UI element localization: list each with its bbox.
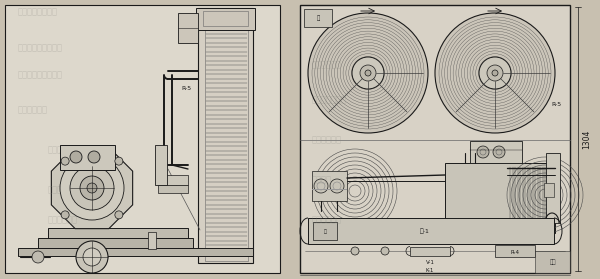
Text: K-1: K-1 [426,268,434,273]
Text: 北方中文制冷: 北方中文制冷 [48,186,78,194]
Bar [445,163,555,233]
Text: 北方冷凝器入户中文: 北方冷凝器入户中文 [18,71,63,80]
Bar [48,228,188,238]
Bar [178,13,198,43]
Bar [196,8,255,30]
Bar [18,248,253,256]
Circle shape [477,146,489,158]
Circle shape [314,179,328,193]
Polygon shape [52,147,133,229]
Bar [158,175,188,185]
Bar [203,11,248,26]
Text: 1304: 1304 [582,129,591,149]
Text: 控: 控 [323,229,326,234]
Text: 北方设备中文: 北方设备中文 [18,105,48,114]
Circle shape [32,251,44,263]
Text: 北方水冷制冷中文: 北方水冷制冷中文 [18,8,58,16]
Bar [38,238,193,248]
Text: R-5: R-5 [552,102,562,107]
Circle shape [83,248,101,266]
Bar [470,141,522,163]
Bar [60,145,115,170]
Text: 北方散热量入户中文: 北方散热量入户中文 [18,44,63,52]
Bar [5,5,280,273]
Text: 蝴蝶: 蝴蝶 [550,259,556,265]
Circle shape [61,211,69,219]
Circle shape [435,13,555,133]
Text: R-5: R-5 [181,85,191,90]
Circle shape [330,179,344,193]
Bar [158,185,188,193]
Circle shape [70,166,114,210]
Circle shape [487,65,503,81]
Text: 北方散热量中文: 北方散热量中文 [312,95,347,105]
Circle shape [115,157,123,165]
Circle shape [60,156,124,220]
Circle shape [493,146,505,158]
Text: 北方中文制冷: 北方中文制冷 [312,215,342,225]
Bar [300,5,570,273]
Bar [312,171,347,201]
Circle shape [492,70,498,76]
Bar [410,247,450,256]
Circle shape [115,211,123,219]
Bar [205,10,248,261]
Text: 北方中文: 北方中文 [312,175,332,184]
Circle shape [365,70,371,76]
Circle shape [61,157,69,165]
Bar [495,245,535,257]
Bar [535,251,570,273]
Bar [155,145,167,185]
Circle shape [381,247,389,255]
Text: V-1: V-1 [425,261,434,266]
Circle shape [87,183,97,193]
Circle shape [70,151,82,163]
Bar [148,232,156,249]
Text: 北方制冷中文: 北方制冷中文 [312,61,342,69]
Text: 北方冷凝中文: 北方冷凝中文 [312,136,342,145]
Circle shape [479,57,511,89]
Bar [546,153,560,223]
Circle shape [360,65,376,81]
Bar [544,183,554,197]
Text: 北方中文制冷: 北方中文制冷 [48,215,78,225]
Circle shape [351,247,359,255]
Bar [313,222,337,240]
Circle shape [308,13,428,133]
Bar [312,189,347,190]
Text: 贮-1: 贮-1 [420,228,430,234]
Circle shape [80,176,104,200]
Circle shape [88,151,100,163]
Bar [198,8,253,263]
Circle shape [352,57,384,89]
Text: R-4: R-4 [511,249,520,254]
Text: 北方中文制冷: 北方中文制冷 [48,146,78,155]
Circle shape [76,241,108,273]
Bar [308,218,554,244]
Text: 凡: 凡 [316,15,320,21]
Bar [304,9,332,27]
